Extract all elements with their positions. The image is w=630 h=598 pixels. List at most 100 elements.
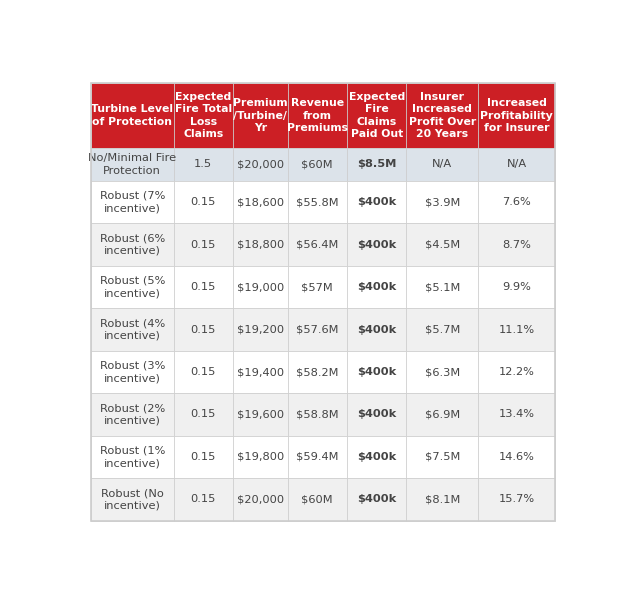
Text: $400k: $400k — [357, 282, 396, 292]
Text: 0.15: 0.15 — [190, 367, 216, 377]
Text: Robust (7%
incentive): Robust (7% incentive) — [100, 191, 165, 213]
Text: $20,000: $20,000 — [237, 160, 284, 169]
Bar — [91, 478, 173, 521]
Text: 7.6%: 7.6% — [502, 197, 531, 207]
Text: $5.1M: $5.1M — [425, 282, 460, 292]
Text: $59.4M: $59.4M — [296, 452, 338, 462]
Text: $8.5M: $8.5M — [357, 160, 396, 169]
Bar — [478, 223, 555, 266]
Bar — [173, 436, 233, 478]
Bar — [173, 478, 233, 521]
Bar — [406, 309, 478, 351]
Bar — [233, 181, 288, 223]
Text: $19,200: $19,200 — [237, 325, 284, 334]
Text: 0.15: 0.15 — [190, 495, 216, 505]
Bar — [91, 393, 173, 436]
Bar — [233, 148, 288, 181]
Text: No/Minimal Fire
Protection: No/Minimal Fire Protection — [88, 153, 176, 176]
Text: 8.7%: 8.7% — [502, 240, 531, 249]
Bar — [173, 148, 233, 181]
Text: $57M: $57M — [301, 282, 333, 292]
Bar — [347, 83, 406, 148]
Text: 0.15: 0.15 — [190, 452, 216, 462]
Text: Robust (1%
incentive): Robust (1% incentive) — [100, 446, 165, 468]
Text: $19,800: $19,800 — [237, 452, 284, 462]
Bar — [233, 393, 288, 436]
Text: 0.15: 0.15 — [190, 197, 216, 207]
Text: 0.15: 0.15 — [190, 410, 216, 419]
Bar — [91, 266, 173, 309]
Bar — [173, 83, 233, 148]
Bar — [91, 83, 173, 148]
Text: $60M: $60M — [302, 495, 333, 505]
Text: $18,800: $18,800 — [237, 240, 284, 249]
Text: Revenue
from
Premiums: Revenue from Premiums — [287, 98, 348, 133]
Bar — [288, 266, 347, 309]
Bar — [478, 148, 555, 181]
Text: Robust (4%
incentive): Robust (4% incentive) — [100, 318, 165, 341]
Bar — [288, 148, 347, 181]
Text: Robust (2%
incentive): Robust (2% incentive) — [100, 403, 165, 426]
Bar — [406, 436, 478, 478]
Bar — [406, 478, 478, 521]
Text: $8.1M: $8.1M — [425, 495, 460, 505]
Bar — [406, 148, 478, 181]
Text: $19,000: $19,000 — [237, 282, 284, 292]
Bar — [91, 309, 173, 351]
Bar — [347, 351, 406, 393]
Text: $400k: $400k — [357, 452, 396, 462]
Text: N/A: N/A — [432, 160, 452, 169]
Bar — [288, 309, 347, 351]
Text: $400k: $400k — [357, 240, 396, 249]
Text: $5.7M: $5.7M — [425, 325, 460, 334]
Bar — [406, 223, 478, 266]
Text: $7.5M: $7.5M — [425, 452, 460, 462]
Bar — [288, 223, 347, 266]
Text: $57.6M: $57.6M — [296, 325, 338, 334]
Bar — [91, 436, 173, 478]
Bar — [406, 393, 478, 436]
Bar — [406, 83, 478, 148]
Bar — [478, 266, 555, 309]
Bar — [478, 393, 555, 436]
Text: $55.8M: $55.8M — [296, 197, 338, 207]
Text: $20,000: $20,000 — [237, 495, 284, 505]
Bar — [288, 478, 347, 521]
Text: $3.9M: $3.9M — [425, 197, 460, 207]
Bar — [91, 223, 173, 266]
Bar — [173, 181, 233, 223]
Bar — [173, 266, 233, 309]
Text: Robust (3%
incentive): Robust (3% incentive) — [100, 361, 165, 383]
Text: Turbine Level
of Protection: Turbine Level of Protection — [91, 105, 173, 127]
Bar — [233, 309, 288, 351]
Bar — [91, 181, 173, 223]
Text: $400k: $400k — [357, 197, 396, 207]
Bar — [347, 309, 406, 351]
Text: $400k: $400k — [357, 325, 396, 334]
Text: $6.9M: $6.9M — [425, 410, 460, 419]
Text: $400k: $400k — [357, 495, 396, 505]
Text: $18,600: $18,600 — [237, 197, 284, 207]
Text: Expected
Fire
Claims
Paid Out: Expected Fire Claims Paid Out — [348, 92, 405, 139]
Bar — [347, 393, 406, 436]
Bar — [347, 436, 406, 478]
Bar — [173, 223, 233, 266]
Text: $400k: $400k — [357, 367, 396, 377]
Bar — [347, 478, 406, 521]
Bar — [288, 351, 347, 393]
Bar — [233, 83, 288, 148]
Bar — [347, 223, 406, 266]
Text: Robust (6%
incentive): Robust (6% incentive) — [100, 233, 165, 256]
Bar — [347, 181, 406, 223]
Text: Insurer
Increased
Profit Over
20 Years: Insurer Increased Profit Over 20 Years — [409, 92, 476, 139]
Text: Expected
Fire Total
Loss
Claims: Expected Fire Total Loss Claims — [175, 92, 232, 139]
Text: $19,600: $19,600 — [237, 410, 284, 419]
Text: $56.4M: $56.4M — [296, 240, 338, 249]
Text: 13.4%: 13.4% — [498, 410, 534, 419]
Text: Robust (No
incentive): Robust (No incentive) — [101, 488, 164, 511]
Text: 0.15: 0.15 — [190, 325, 216, 334]
Bar — [173, 351, 233, 393]
Text: 0.15: 0.15 — [190, 240, 216, 249]
Text: $19,400: $19,400 — [237, 367, 284, 377]
Text: 15.7%: 15.7% — [498, 495, 535, 505]
